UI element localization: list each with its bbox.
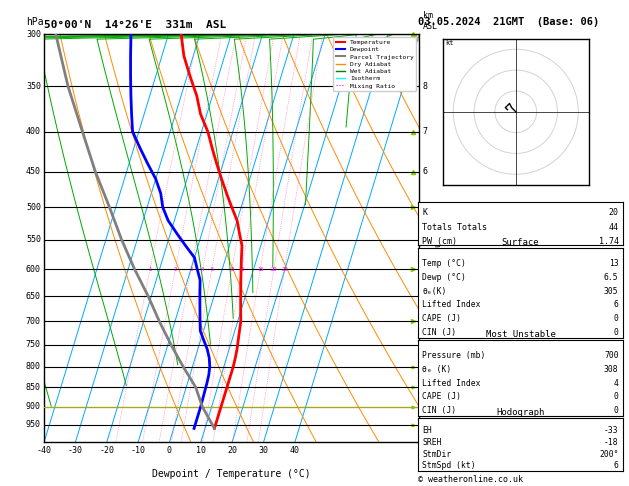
Text: θₑ (K): θₑ (K) bbox=[423, 365, 452, 374]
Text: 950: 950 bbox=[26, 420, 41, 429]
Text: LCL: LCL bbox=[421, 403, 434, 410]
Text: kt: kt bbox=[445, 40, 454, 46]
Title: Surface: Surface bbox=[502, 238, 539, 247]
Text: 700: 700 bbox=[26, 317, 41, 326]
Text: CAPE (J): CAPE (J) bbox=[423, 392, 462, 401]
Text: 0: 0 bbox=[614, 314, 619, 323]
Text: 2: 2 bbox=[423, 340, 428, 349]
Text: 5: 5 bbox=[210, 266, 213, 272]
Text: 500: 500 bbox=[26, 203, 41, 212]
Text: 1.74: 1.74 bbox=[599, 237, 619, 246]
Text: 6.5: 6.5 bbox=[604, 273, 619, 281]
Text: Temp (°C): Temp (°C) bbox=[423, 259, 466, 268]
Text: 20: 20 bbox=[270, 266, 277, 272]
Text: km
ASL: km ASL bbox=[423, 11, 438, 31]
Text: 305: 305 bbox=[604, 287, 619, 295]
Title: Most Unstable: Most Unstable bbox=[486, 330, 555, 339]
Text: 0: 0 bbox=[614, 406, 619, 415]
Title: Hodograph: Hodograph bbox=[496, 408, 545, 417]
Text: 6: 6 bbox=[614, 300, 619, 310]
Text: K: K bbox=[423, 208, 427, 217]
Text: 308: 308 bbox=[604, 365, 619, 374]
Text: 40: 40 bbox=[290, 446, 300, 454]
Text: 25: 25 bbox=[281, 266, 288, 272]
Text: 650: 650 bbox=[26, 292, 41, 301]
Text: 3: 3 bbox=[423, 317, 428, 326]
Text: 30: 30 bbox=[259, 446, 269, 454]
Text: Mixing Ratio (g/kg): Mixing Ratio (g/kg) bbox=[432, 222, 441, 316]
Text: 15: 15 bbox=[257, 266, 264, 272]
Text: 44: 44 bbox=[609, 223, 619, 232]
Text: Dewpoint / Temperature (°C): Dewpoint / Temperature (°C) bbox=[152, 469, 311, 479]
Text: 20: 20 bbox=[227, 446, 237, 454]
Text: 1: 1 bbox=[148, 266, 152, 272]
Text: 3: 3 bbox=[189, 266, 192, 272]
Text: 550: 550 bbox=[26, 235, 41, 244]
Text: 50°00'N  14°26'E  331m  ASL: 50°00'N 14°26'E 331m ASL bbox=[44, 20, 226, 31]
Text: 400: 400 bbox=[26, 127, 41, 136]
Text: 350: 350 bbox=[26, 82, 41, 91]
Text: -10: -10 bbox=[131, 446, 145, 454]
Text: 850: 850 bbox=[26, 382, 41, 392]
Text: 6: 6 bbox=[614, 461, 619, 470]
Text: 0: 0 bbox=[614, 329, 619, 337]
Text: 8: 8 bbox=[423, 82, 428, 91]
Text: -33: -33 bbox=[604, 426, 619, 435]
Text: 10: 10 bbox=[238, 266, 245, 272]
Text: Dewp (°C): Dewp (°C) bbox=[423, 273, 466, 281]
Text: 1: 1 bbox=[423, 402, 428, 411]
Text: 4: 4 bbox=[423, 264, 428, 274]
Text: 6: 6 bbox=[423, 167, 428, 176]
Text: 2: 2 bbox=[174, 266, 177, 272]
Text: θₑ(K): θₑ(K) bbox=[423, 287, 447, 295]
Text: Totals Totals: Totals Totals bbox=[423, 223, 487, 232]
Text: -30: -30 bbox=[68, 446, 83, 454]
Text: StmSpd (kt): StmSpd (kt) bbox=[423, 461, 476, 470]
Text: 5: 5 bbox=[423, 235, 428, 244]
Text: 7: 7 bbox=[423, 127, 428, 136]
Text: 8: 8 bbox=[230, 266, 233, 272]
Legend: Temperature, Dewpoint, Parcel Trajectory, Dry Adiabat, Wet Adiabat, Isotherm, Mi: Temperature, Dewpoint, Parcel Trajectory… bbox=[333, 37, 416, 91]
Text: EH: EH bbox=[423, 426, 432, 435]
Text: Lifted Index: Lifted Index bbox=[423, 379, 481, 388]
Text: 600: 600 bbox=[26, 264, 41, 274]
Text: CAPE (J): CAPE (J) bbox=[423, 314, 462, 323]
Text: Lifted Index: Lifted Index bbox=[423, 300, 481, 310]
Text: Pressure (mb): Pressure (mb) bbox=[423, 351, 486, 361]
Text: 4: 4 bbox=[614, 379, 619, 388]
Text: 0: 0 bbox=[167, 446, 172, 454]
Text: 750: 750 bbox=[26, 340, 41, 349]
Text: 900: 900 bbox=[26, 402, 41, 411]
Text: -40: -40 bbox=[36, 446, 52, 454]
Text: 20: 20 bbox=[609, 208, 619, 217]
Text: StmDir: StmDir bbox=[423, 450, 452, 458]
Text: hPa: hPa bbox=[26, 17, 43, 27]
Text: 13: 13 bbox=[609, 259, 619, 268]
Text: -18: -18 bbox=[604, 438, 619, 447]
Text: 03.05.2024  21GMT  (Base: 06): 03.05.2024 21GMT (Base: 06) bbox=[418, 17, 599, 27]
Text: SREH: SREH bbox=[423, 438, 442, 447]
Text: 10: 10 bbox=[196, 446, 206, 454]
Text: 700: 700 bbox=[604, 351, 619, 361]
Text: 800: 800 bbox=[26, 362, 41, 371]
Text: PW (cm): PW (cm) bbox=[423, 237, 457, 246]
Text: CIN (J): CIN (J) bbox=[423, 406, 457, 415]
Text: 300: 300 bbox=[26, 30, 41, 38]
Text: © weatheronline.co.uk: © weatheronline.co.uk bbox=[418, 474, 523, 484]
Text: 450: 450 bbox=[26, 167, 41, 176]
Text: CIN (J): CIN (J) bbox=[423, 329, 457, 337]
Text: 200°: 200° bbox=[599, 450, 619, 458]
Text: 4: 4 bbox=[201, 266, 204, 272]
Text: 0: 0 bbox=[614, 392, 619, 401]
Text: -20: -20 bbox=[99, 446, 114, 454]
